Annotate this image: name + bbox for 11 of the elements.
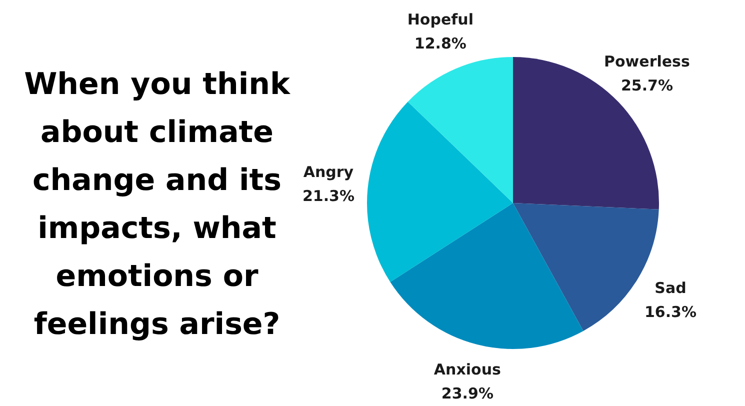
- data-label: 25.7%: [620, 76, 673, 95]
- data-label: 16.3%: [644, 302, 697, 321]
- slice-label: Hopeful: [407, 10, 474, 28]
- slice-label: Anxious: [434, 360, 502, 379]
- slice-label: Angry: [303, 162, 354, 181]
- data-label: 12.8%: [414, 34, 466, 52]
- text: When you think about climate change and its impacts, what emotions or feelings arise?: [24, 67, 290, 342]
- slice-label: Powerless: [604, 52, 690, 71]
- data-label: 21.3%: [302, 186, 354, 205]
- data-label: 23.9%: [441, 384, 494, 403]
- slice-label: Sad: [654, 278, 686, 297]
